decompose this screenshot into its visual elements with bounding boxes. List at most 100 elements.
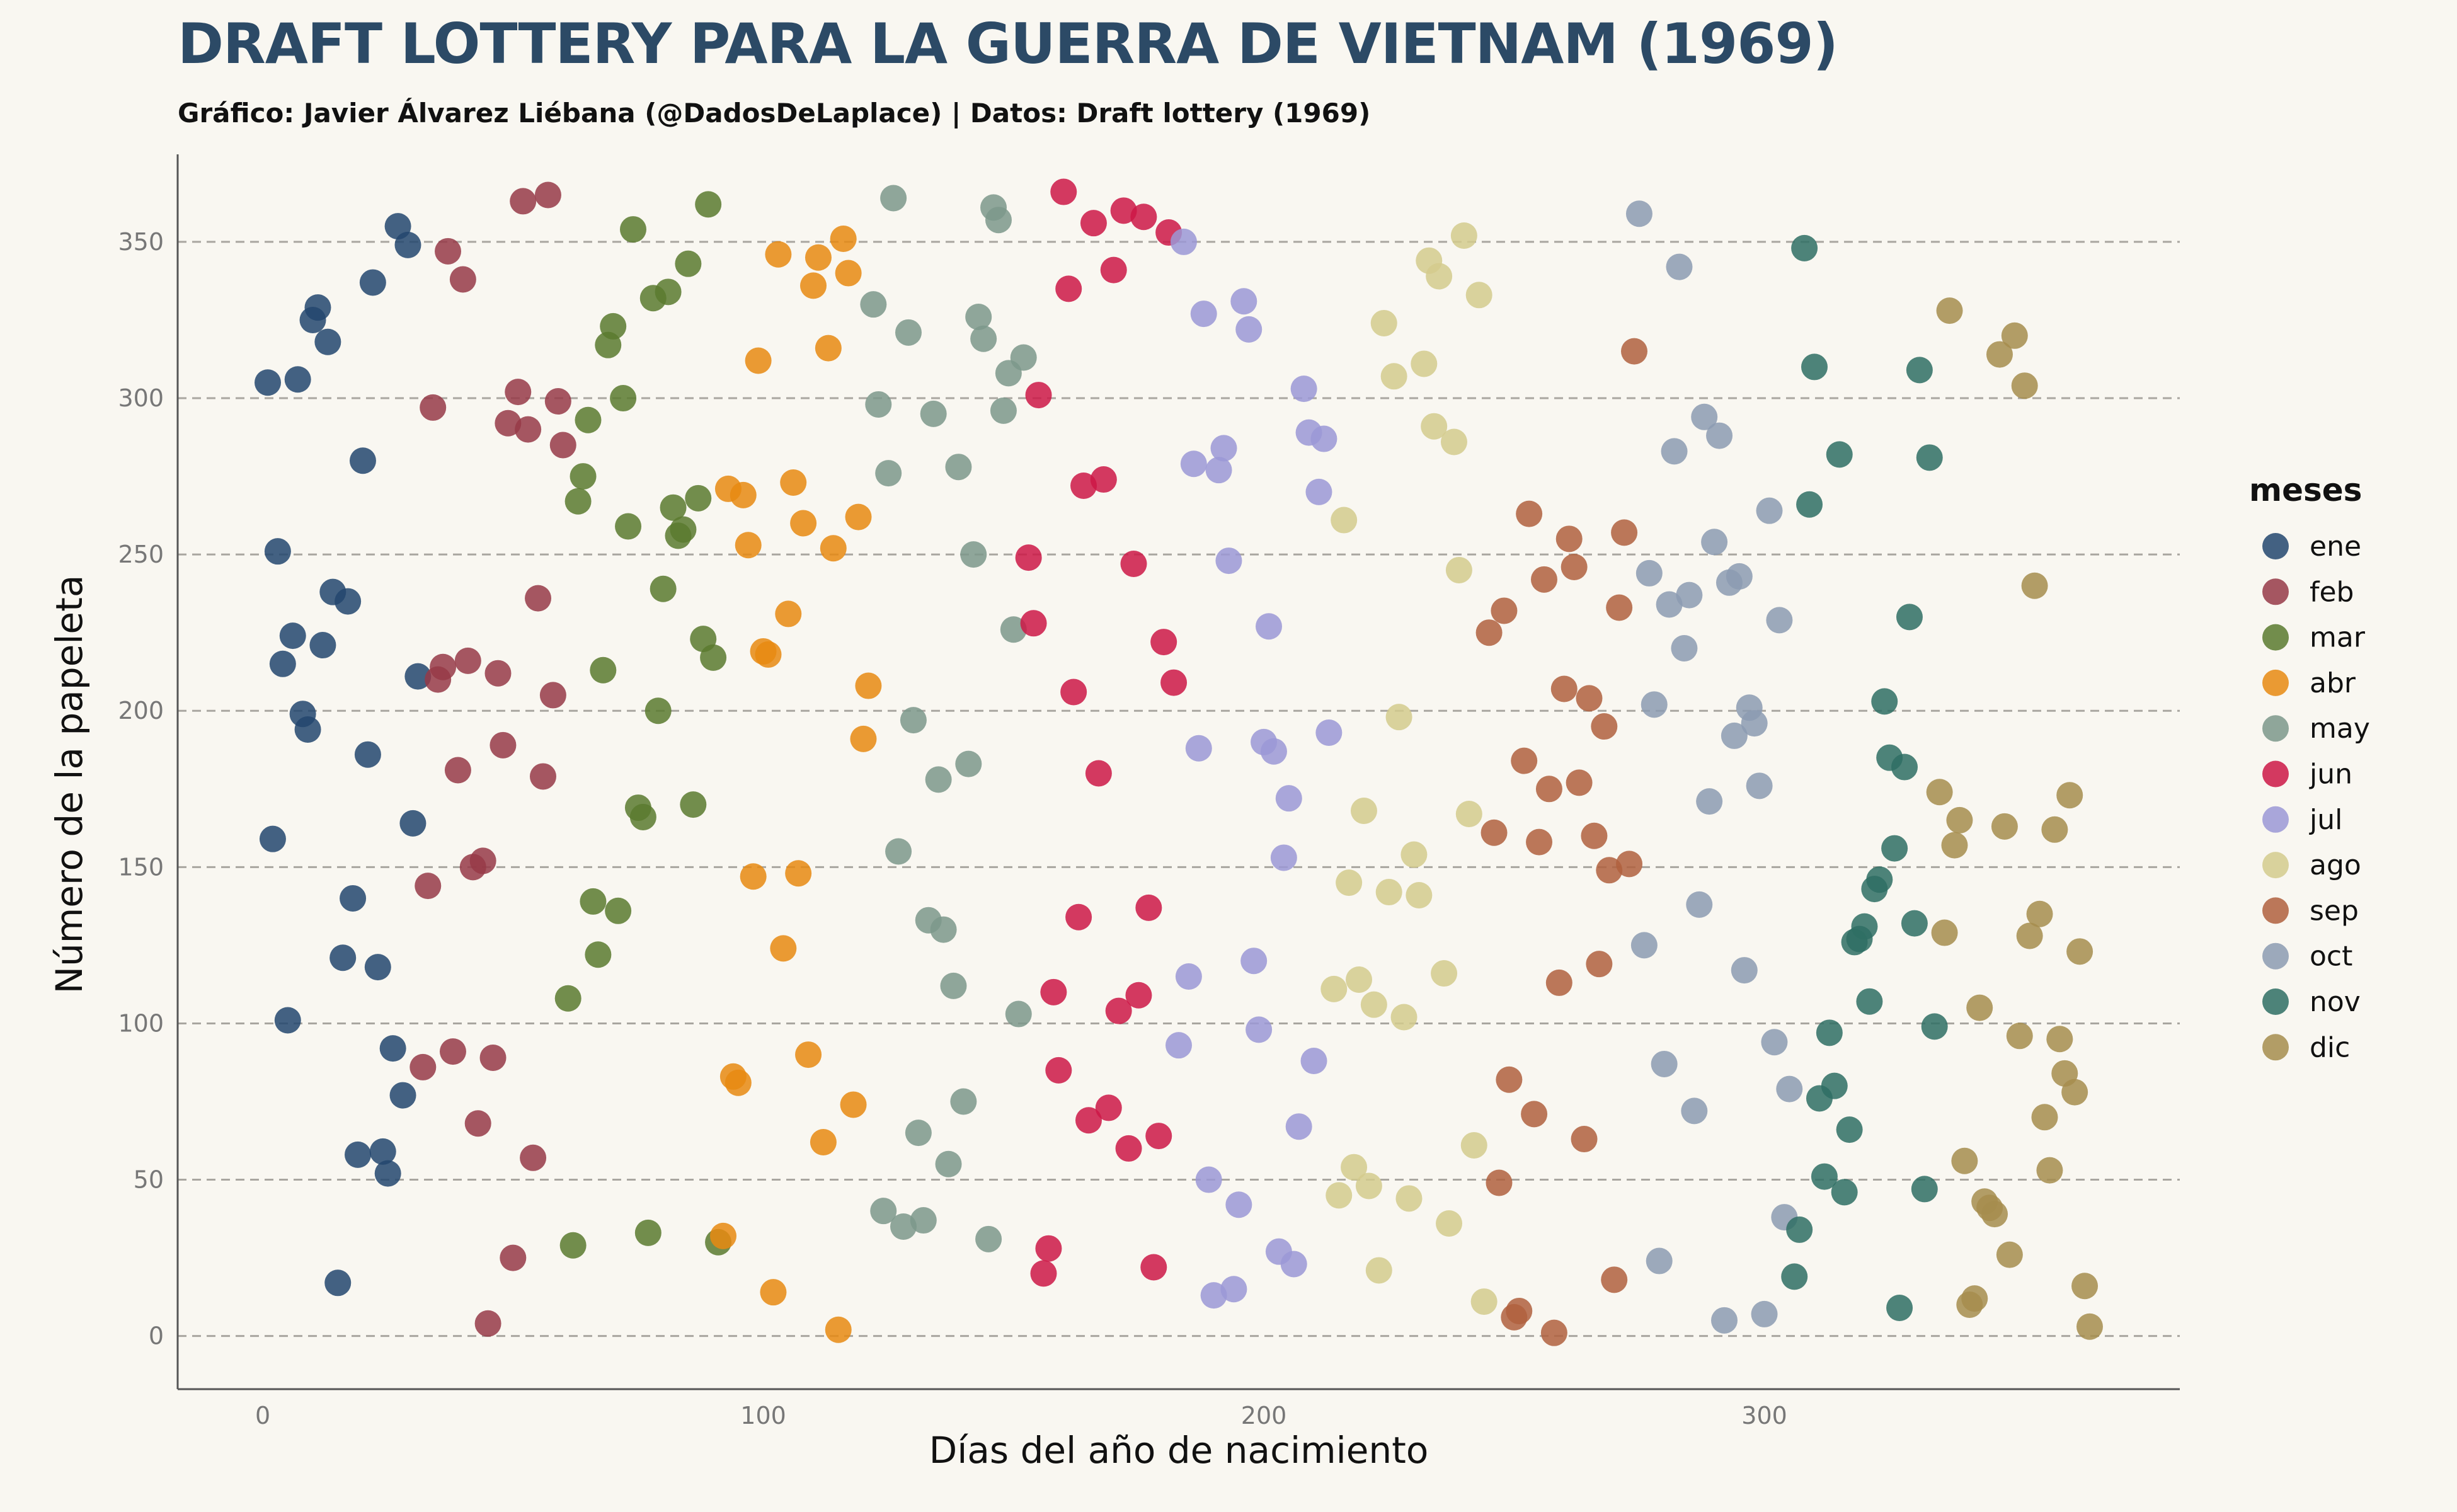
data-point-abr xyxy=(745,347,772,374)
data-point-ago xyxy=(1380,363,1407,390)
data-point-jul xyxy=(1310,425,1337,452)
y-axis-title: Número de la papeleta xyxy=(48,575,91,994)
data-point-jul xyxy=(1205,457,1232,484)
data-point-abr xyxy=(800,272,827,299)
data-point-oct xyxy=(1656,591,1683,618)
data-point-nov xyxy=(1801,353,1828,381)
data-point-ago xyxy=(1355,1172,1382,1200)
data-point-sep xyxy=(1486,1169,1513,1196)
data-point-ago xyxy=(1470,1288,1498,1315)
data-point-jun xyxy=(1100,256,1127,284)
data-point-jul xyxy=(1246,1016,1273,1043)
legend-label-oct: oct xyxy=(2310,941,2352,973)
data-point-dic xyxy=(2001,322,2028,349)
data-point-dic xyxy=(2041,816,2068,843)
data-point-abr xyxy=(840,1091,867,1118)
data-point-mar xyxy=(700,644,727,671)
data-point-ene xyxy=(259,825,286,852)
data-point-may xyxy=(985,207,1012,234)
data-point-ene xyxy=(329,944,357,971)
data-point-sep xyxy=(1511,747,1538,774)
data-point-may xyxy=(895,319,922,346)
data-point-jun xyxy=(1145,1123,1172,1150)
y-tick-label: 50 xyxy=(134,1166,164,1194)
data-point-dic xyxy=(1991,813,2018,840)
data-point-ene xyxy=(389,1082,416,1109)
data-point-may xyxy=(1005,1000,1032,1028)
data-point-ene xyxy=(354,741,381,768)
data-point-feb xyxy=(449,266,476,293)
data-point-dic xyxy=(1936,297,1963,324)
data-point-may xyxy=(960,541,987,568)
data-point-nov xyxy=(1906,357,1933,384)
data-point-ago xyxy=(1375,879,1402,906)
legend-label-nov: nov xyxy=(2310,986,2361,1018)
data-point-feb xyxy=(439,1038,466,1065)
data-point-mar xyxy=(559,1232,587,1259)
data-point-jul xyxy=(1275,785,1302,812)
data-point-abr xyxy=(790,510,817,537)
data-point-dic xyxy=(2071,1273,2099,1300)
data-point-oct xyxy=(1721,722,1748,749)
data-point-oct xyxy=(1686,891,1713,918)
data-point-nov xyxy=(1836,1116,1863,1143)
data-point-ene xyxy=(404,663,432,690)
data-point-sep xyxy=(1480,819,1508,846)
data-point-nov xyxy=(1896,604,1923,631)
data-point-may xyxy=(910,1207,937,1234)
data-point-dic xyxy=(1946,806,1973,833)
legend-marker-nov xyxy=(2262,988,2289,1015)
data-point-may xyxy=(875,460,902,487)
data-point-may xyxy=(880,185,907,212)
data-point-dic xyxy=(2066,938,2093,965)
data-point-nov xyxy=(1886,1294,1913,1321)
data-point-feb xyxy=(420,394,447,421)
data-point-nov xyxy=(1781,1263,1808,1290)
data-point-may xyxy=(990,397,1017,424)
data-point-abr xyxy=(830,225,857,252)
data-point-may xyxy=(940,972,967,999)
data-point-ago xyxy=(1406,882,1433,908)
data-point-may xyxy=(975,1225,1002,1252)
data-point-jun xyxy=(1045,1057,1072,1084)
data-point-feb xyxy=(495,410,522,437)
data-point-jul xyxy=(1185,735,1212,762)
data-point-ene xyxy=(394,231,421,258)
data-point-sep xyxy=(1475,619,1503,646)
data-point-dic xyxy=(1961,1285,1988,1312)
data-point-jul xyxy=(1260,738,1287,765)
data-point-jun xyxy=(1160,669,1188,696)
x-axis-title: Días del año de nacimiento xyxy=(929,1429,1429,1472)
data-point-jun xyxy=(1130,203,1157,231)
data-point-ene xyxy=(399,810,427,837)
data-point-jul xyxy=(1215,547,1242,575)
data-point-mar xyxy=(610,385,637,412)
data-point-ago xyxy=(1331,507,1358,534)
data-point-jul xyxy=(1170,228,1197,255)
data-point-mar xyxy=(655,278,682,306)
data-point-nov xyxy=(1916,444,1943,471)
data-point-mar xyxy=(590,656,617,684)
data-point-oct xyxy=(1641,691,1668,718)
data-point-ago xyxy=(1460,1131,1487,1159)
data-point-feb xyxy=(444,757,471,784)
data-point-mar xyxy=(619,216,646,243)
data-point-sep xyxy=(1506,1297,1533,1324)
data-point-sep xyxy=(1521,1101,1548,1128)
data-point-jul xyxy=(1166,1032,1192,1059)
data-point-ene xyxy=(345,1141,372,1168)
y-tick-label: 250 xyxy=(118,541,164,568)
data-point-nov xyxy=(1796,491,1823,518)
data-point-dic xyxy=(2056,782,2083,809)
data-point-may xyxy=(1000,616,1027,643)
data-point-dic xyxy=(1931,919,1958,946)
data-point-ago xyxy=(1400,841,1428,868)
data-point-mar xyxy=(660,494,687,521)
y-tick-labels: 0 50 100 150 200 250 300 350 xyxy=(118,228,164,1350)
data-point-oct xyxy=(1646,1247,1673,1274)
data-point-feb xyxy=(474,1310,501,1337)
data-point-jun xyxy=(1125,982,1152,1009)
data-point-feb xyxy=(544,388,571,415)
data-point-oct xyxy=(1701,529,1728,556)
